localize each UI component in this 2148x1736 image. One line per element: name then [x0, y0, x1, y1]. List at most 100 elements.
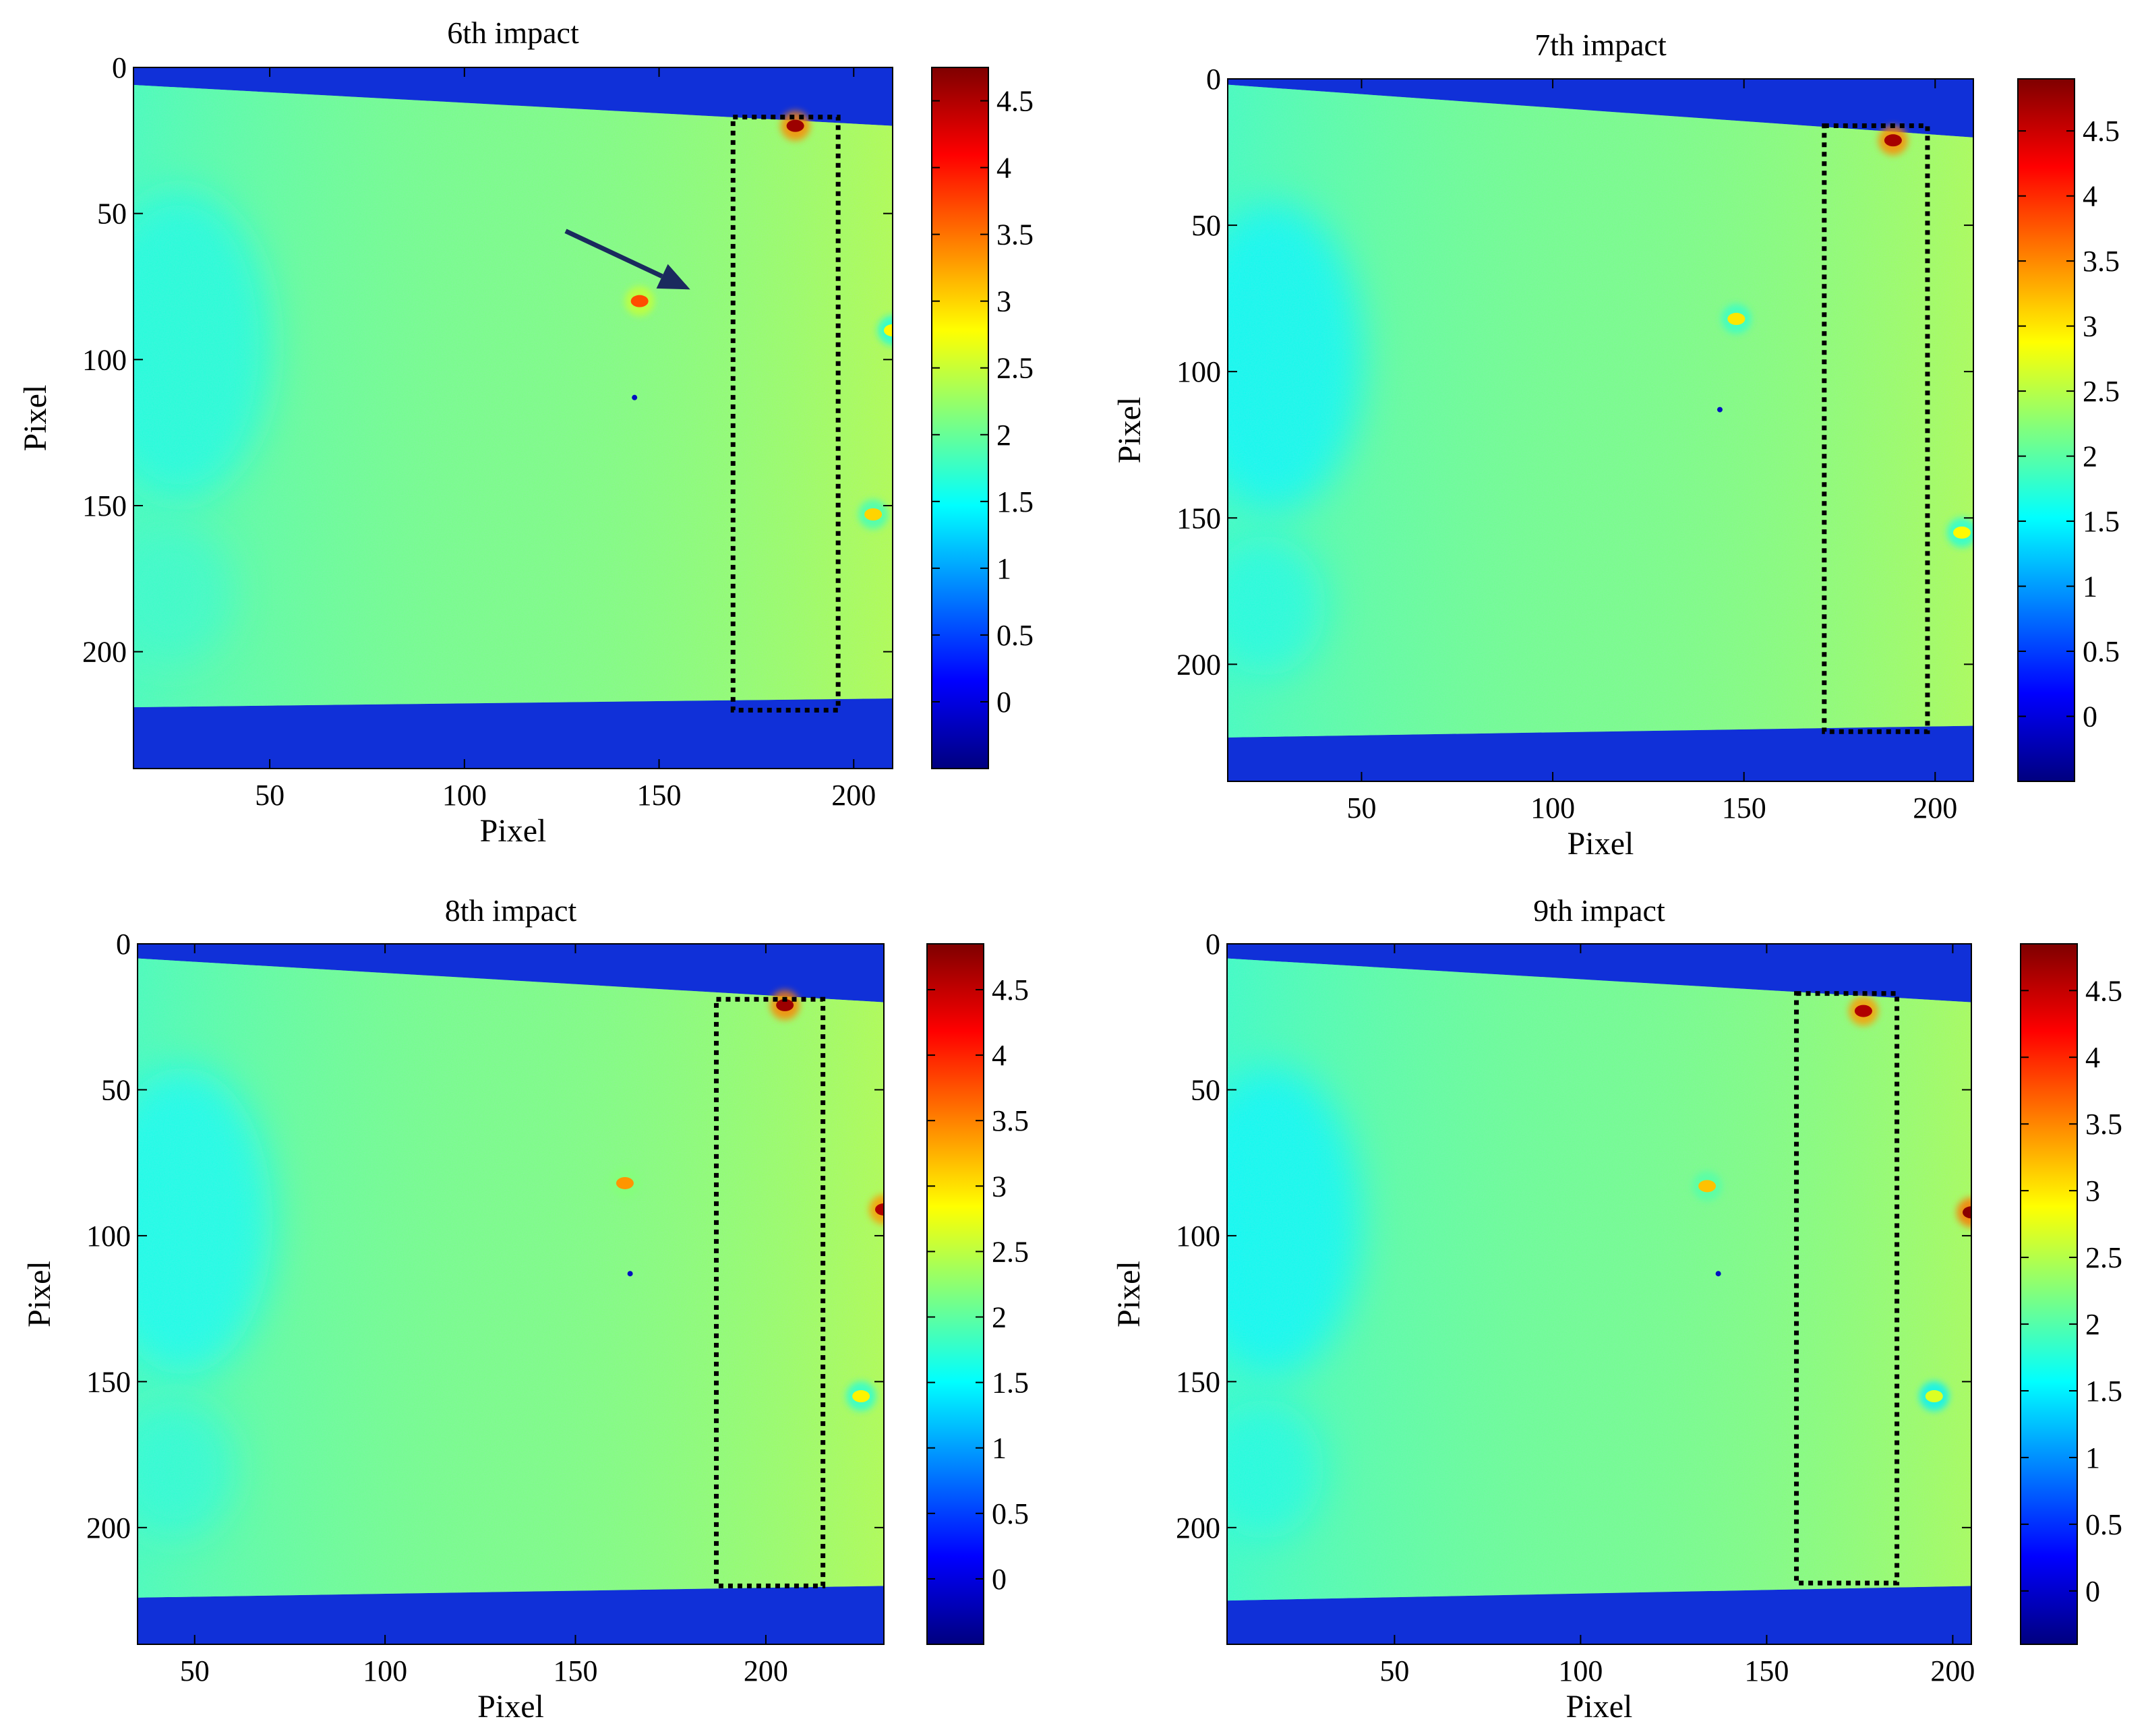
x-tick-label: 50 [1379, 1654, 1409, 1687]
y-tick-label: 150 [82, 489, 127, 522]
y-axis-label: Pixel [18, 385, 53, 452]
colorbar-tick-label: 2 [996, 419, 1011, 452]
heatmap-image [1227, 944, 1971, 1644]
heatmap-image [138, 944, 884, 1644]
colorbar-tick-label: 2 [2083, 440, 2097, 473]
panel-title: 6th impact [447, 16, 579, 50]
x-tick-label: 100 [1558, 1654, 1603, 1687]
y-tick-label: 50 [101, 1073, 131, 1106]
panel-title: 8th impact [445, 893, 577, 928]
y-axis-label: Pixel [22, 1261, 57, 1327]
defect-dot [1717, 407, 1723, 413]
x-tick-label: 100 [1530, 791, 1575, 825]
x-axis-label: Pixel [477, 1689, 544, 1725]
colorbar-tick-label: 4.5 [992, 974, 1029, 1007]
sensor-noise [1227, 958, 1971, 1601]
axes-frame [1226, 943, 1972, 1645]
x-tick-label: 100 [363, 1654, 407, 1687]
colorbar-tick-label: 2.5 [992, 1235, 1029, 1268]
colorbar-tick-label: 3.5 [2085, 1108, 2122, 1141]
sensor-noise [138, 958, 884, 1598]
colorbar-tick-label: 1 [996, 552, 1011, 585]
x-tick-label: 150 [1722, 791, 1766, 825]
y-tick-label: 100 [1176, 355, 1221, 388]
arrow-shaft [564, 229, 663, 278]
heatmap-panel-2: 50 100 150 200 0 50 100 150 200 7th impact Pixel Pi… [1112, 28, 2120, 862]
hotspot-3 [1952, 526, 1971, 539]
colorbar-tick-label: 4 [992, 1039, 1007, 1072]
hotspot-3 [875, 1203, 884, 1216]
hotspot-1 [776, 998, 794, 1011]
colorbar-gradient [2020, 943, 2078, 1645]
x-tick-label: 200 [1913, 791, 1957, 825]
x-tick-label: 200 [1930, 1654, 1975, 1687]
y-tick-label: 200 [82, 636, 127, 669]
colorbar-tick-label: 1.5 [2083, 505, 2120, 538]
colorbar-tick-label: 3.5 [992, 1104, 1029, 1137]
y-tick-label: 0 [116, 928, 131, 961]
y-tick-label: 150 [1176, 502, 1221, 535]
colorbar: 0 0.5 1 1.5 2 2.5 3 3.5 4 4.5 [2020, 943, 2122, 1645]
colorbar-gradient [2017, 78, 2075, 782]
hotspot-1 [1884, 134, 1902, 147]
x-axis-label: Pixel [1566, 1689, 1633, 1725]
heatmap-image [1228, 79, 1973, 781]
colorbar-tick-label: 3 [2085, 1174, 2100, 1207]
hotspot-2 [630, 295, 649, 307]
y-tick-label: 100 [1176, 1220, 1220, 1253]
hotspot-2 [616, 1176, 634, 1189]
colorbar-tick-label: 4.5 [2083, 115, 2120, 148]
colorbar-gradient [931, 67, 989, 769]
x-tick-label: 100 [442, 779, 487, 812]
colorbar-tick-label: 3 [2083, 310, 2097, 343]
colorbar-tick-label: 4 [2083, 180, 2097, 213]
x-tick-label: 200 [744, 1654, 788, 1687]
region-of-interest-box [1822, 123, 1930, 734]
defect-dot [627, 1271, 633, 1277]
colorbar-tick-label: 4 [996, 152, 1011, 185]
x-tick-label: 150 [637, 779, 682, 812]
colorbar-tick-label: 0 [2085, 1575, 2100, 1608]
region-of-interest-box [1794, 991, 1900, 1586]
colorbar-tick-label: 0.5 [992, 1497, 1029, 1530]
hotspot-4 [884, 324, 893, 336]
y-tick-label: 150 [1176, 1365, 1220, 1398]
heatmap-panel-4: 50 100 150 200 0 50 100 150 200 9th impact Pixel Pi… [1111, 893, 2122, 1725]
colorbar-tick-label: 2 [2085, 1308, 2100, 1341]
y-tick-label: 0 [1206, 63, 1221, 96]
colorbar-tick-label: 1 [2085, 1441, 2100, 1474]
colorbar-tick-label: 2.5 [996, 352, 1034, 385]
colorbar-tick-label: 3 [996, 285, 1011, 318]
y-tick-label: 100 [82, 343, 127, 376]
colorbar-tick-label: 4.5 [2085, 974, 2122, 1007]
x-tick-label: 50 [255, 779, 285, 812]
x-tick-label: 50 [1347, 791, 1377, 825]
colorbar-tick-label: 3.5 [2083, 245, 2120, 278]
colorbar-tick-label: 0 [2083, 700, 2097, 734]
colorbar-tick-label: 3 [992, 1170, 1007, 1203]
x-tick-label: 150 [554, 1654, 598, 1687]
colorbar-gradient [926, 943, 984, 1645]
hotspot-4 [852, 1390, 870, 1403]
x-tick-label: 50 [180, 1654, 210, 1687]
x-axis-label: Pixel [1568, 826, 1634, 862]
colorbar-tick-label: 1.5 [996, 485, 1034, 518]
y-tick-label: 150 [86, 1365, 131, 1398]
y-tick-label: 50 [1191, 209, 1221, 242]
sensor-noise [133, 85, 893, 707]
hotspot-2 [1698, 1180, 1717, 1193]
hotspot-3 [864, 508, 883, 520]
x-axis-label: Pixel [480, 813, 547, 849]
colorbar-tick-label: 4.5 [996, 85, 1034, 118]
hotspot-3 [1963, 1206, 1971, 1219]
y-axis-label: Pixel [1112, 397, 1147, 464]
y-tick-label: 200 [1176, 1511, 1220, 1545]
hotspot-1 [1854, 1005, 1872, 1017]
x-tick-label: 200 [831, 779, 876, 812]
colorbar-tick-label: 1 [992, 1432, 1007, 1465]
y-tick-label: 50 [97, 198, 127, 231]
colorbar-tick-label: 3.5 [996, 218, 1034, 251]
colorbar-tick-label: 1 [2083, 570, 2097, 603]
colorbar-tick-label: 4 [2085, 1041, 2100, 1074]
